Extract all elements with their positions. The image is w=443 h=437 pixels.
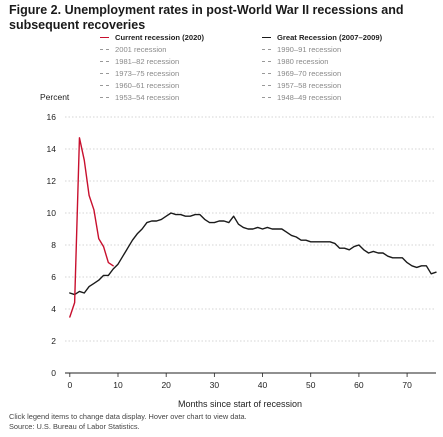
legend-label: 1953–54 recession <box>115 92 180 102</box>
x-tick-label: 60 <box>354 380 364 390</box>
legend-label: 1973–75 recession <box>115 68 180 78</box>
y-tick-label: 16 <box>47 112 57 122</box>
series-line[interactable]: Great Recession (2007–2009) <box>69 212 437 296</box>
legend-label: Current recession (2020) <box>115 33 205 42</box>
x-tick-label: 10 <box>113 380 123 390</box>
legend-item[interactable]: 1980 recession <box>262 56 329 67</box>
y-tick-label: 12 <box>47 176 57 186</box>
x-tick-label: 50 <box>306 380 316 390</box>
series-lines: Great Recession (2007–2009)Current reces… <box>69 137 437 318</box>
legend-item[interactable]: 1969–70 recession <box>262 68 341 79</box>
legend-dash-swatch <box>100 96 109 98</box>
y-tick-label: 10 <box>47 208 57 218</box>
legend: Current recession (2020) 2001 recession 19… <box>0 0 443 110</box>
legend-dash-swatch <box>100 60 109 62</box>
y-tick-label: 0 <box>51 368 56 378</box>
y-tick-label: 4 <box>51 304 56 314</box>
legend-label: 1957–58 recession <box>277 80 342 90</box>
y-tick-label: 14 <box>47 144 57 154</box>
grid-lines <box>65 116 436 342</box>
legend-item[interactable]: 1948–49 recession <box>262 92 341 103</box>
y-tick-label: 6 <box>51 272 56 282</box>
legend-label: Great Recession (2007–2009) <box>277 33 383 42</box>
x-tick-label: 40 <box>258 380 268 390</box>
legend-line-swatch <box>100 37 109 38</box>
legend-item[interactable]: 1981–82 recession <box>100 56 179 67</box>
legend-label: 1960–61 recession <box>115 80 180 90</box>
legend-item[interactable]: 2001 recession <box>100 44 167 55</box>
x-axis-label: Months since start of recession <box>178 399 302 409</box>
legend-dash-swatch <box>262 48 271 50</box>
legend-dash-swatch <box>262 84 271 86</box>
legend-line-swatch <box>262 37 271 38</box>
y-tick-label: 8 <box>51 240 56 250</box>
legend-item[interactable]: 1990–91 recession <box>262 44 341 55</box>
legend-dash-swatch <box>262 96 271 98</box>
source-note: Source: U.S. Bureau of Labor Statistics. <box>9 422 140 431</box>
x-tick-label: 30 <box>210 380 220 390</box>
legend-dash-swatch <box>100 48 109 50</box>
legend-item[interactable]: 1960–61 recession <box>100 80 179 91</box>
legend-item[interactable]: 1957–58 recession <box>262 80 341 91</box>
legend-item[interactable]: 1973–75 recession <box>100 68 179 79</box>
y-tick-label: 2 <box>51 336 56 346</box>
chart-title: Figure 2. Unemployment rates in post-Wor… <box>9 3 404 32</box>
legend-label: 1990–91 recession <box>277 44 342 54</box>
x-tick-label: 0 <box>67 380 72 390</box>
legend-dash-swatch <box>100 84 109 86</box>
legend-label: 2001 recession <box>115 44 167 54</box>
instructions-note: Click legend items to change data displa… <box>9 412 247 421</box>
legend-item[interactable]: Current recession (2020) <box>100 32 204 43</box>
x-tick-label: 70 <box>402 380 412 390</box>
legend-label: 1980 recession <box>277 56 329 66</box>
legend-item[interactable]: Great Recession (2007–2009) <box>262 32 382 43</box>
legend-label: 1948–49 recession <box>277 92 342 102</box>
legend-dash-swatch <box>262 60 271 62</box>
axes: 0 2 4 6 8 10 12 14 16 0 10 20 30 40 50 60 70 <box>47 112 436 390</box>
series-line[interactable]: Current recession (2020) <box>69 137 114 318</box>
legend-label: 1969–70 recession <box>277 68 342 78</box>
legend-item[interactable]: 1953–54 recession <box>100 92 179 103</box>
legend-dash-swatch <box>100 72 109 74</box>
x-tick-label: 20 <box>161 380 171 390</box>
legend-label: 1981–82 recession <box>115 56 180 66</box>
legend-dash-swatch <box>262 72 271 74</box>
